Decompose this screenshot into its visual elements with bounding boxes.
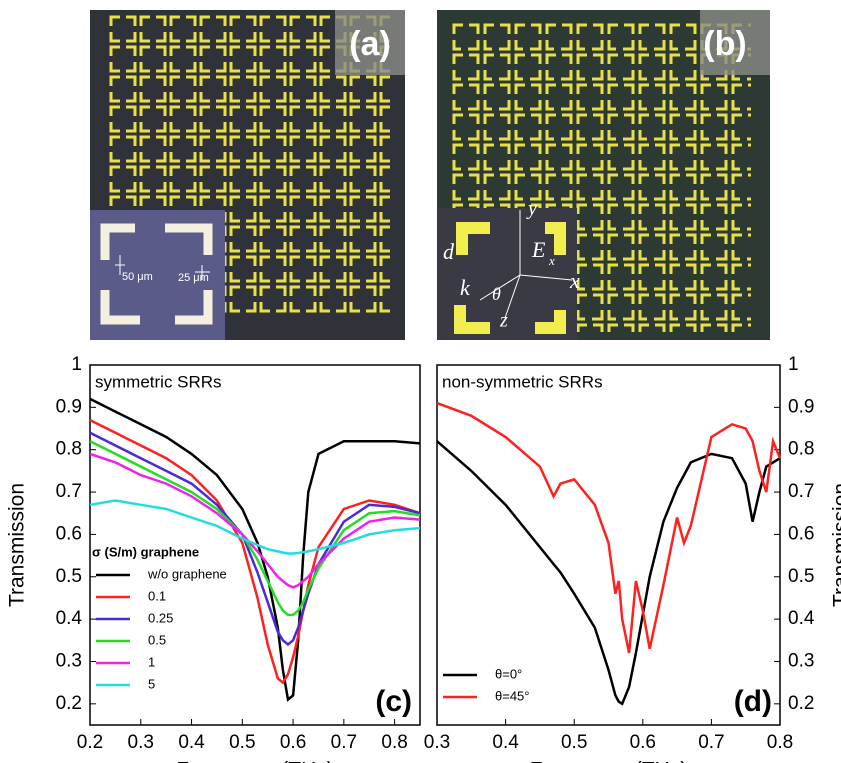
y-tick-label: 0.2: [56, 693, 82, 714]
legend-label: 0.5: [148, 632, 166, 647]
y-tick-label: 0.4: [788, 608, 815, 629]
panel-label: (b): [703, 25, 746, 63]
y-tick-label: 0.3: [56, 650, 82, 671]
y-tick-label: 0.8: [56, 439, 82, 460]
x-tick-label: 0.7: [331, 732, 357, 753]
x-tick-label: 0.7: [698, 732, 724, 753]
axis-symbol: y: [526, 198, 537, 220]
legend-label: θ=0°: [495, 666, 522, 681]
annotation: non-symmetric SRRs: [442, 372, 603, 391]
image-annotation: 25 μm: [178, 272, 209, 284]
y-tick-label: 0.5: [788, 566, 814, 587]
axis-symbol: x: [548, 253, 555, 268]
y-tick-label: 0.5: [56, 566, 82, 587]
legend-label: 5: [148, 676, 155, 691]
y-axis-label: Transmission: [830, 483, 841, 607]
y-tick-label: 0.2: [788, 693, 814, 714]
image-b: y E x x d k θ z (b): [437, 10, 770, 340]
x-tick-label: 0.4: [178, 732, 205, 753]
y-tick-label: 0.7: [56, 481, 82, 502]
panel-label: (d): [734, 685, 772, 718]
x-tick-label: 0.5: [561, 732, 587, 753]
axis-symbol: d: [443, 239, 455, 264]
x-tick-label: 0.6: [280, 732, 306, 753]
axis-symbol: x: [569, 268, 580, 293]
y-tick-label: 0.9: [788, 396, 814, 417]
y-tick-label: 0.7: [788, 481, 814, 502]
x-tick-label: 0.5: [229, 732, 255, 753]
legend-label: 1: [148, 654, 155, 669]
y-tick-label: 0.4: [56, 608, 83, 629]
y-tick-label: 0.6: [56, 523, 82, 544]
annotation: symmetric SRRs: [95, 372, 222, 391]
x-tick-label: 0.3: [128, 732, 154, 753]
y-tick-label: 0.9: [56, 396, 82, 417]
legend-label: θ=45°: [495, 688, 529, 703]
y-tick-label: 0.8: [788, 439, 814, 460]
x-tick-label: 0.3: [424, 732, 450, 753]
y-tick-label: 1: [71, 354, 82, 375]
x-tick-label: 0.8: [381, 732, 407, 753]
image-annotation: 50 μm: [122, 271, 153, 283]
x-tick-label: 0.2: [77, 732, 103, 753]
x-tick-label: 0.6: [630, 732, 656, 753]
image-a: 50 μm 25 μm (a): [90, 10, 405, 340]
axis-symbol: z: [499, 310, 508, 332]
axis-symbol: k: [460, 275, 471, 300]
axis-symbol: θ: [492, 284, 501, 304]
y-tick-label: 0.3: [788, 650, 814, 671]
y-tick-label: 0.6: [788, 523, 814, 544]
x-axis-label: Frequency (THz): [176, 759, 334, 763]
x-axis-label: Frequency (THz): [530, 759, 688, 763]
legend-title: σ (S/m) graphene: [92, 544, 199, 559]
legend-label: 0.1: [148, 588, 166, 603]
legend-label: w/o graphene: [147, 566, 227, 581]
axis-symbol: E: [531, 237, 546, 262]
legend-label: 0.25: [148, 610, 173, 625]
y-tick-label: 1: [788, 354, 799, 375]
panel-label: (a): [349, 25, 391, 63]
panel-label: (c): [375, 685, 412, 718]
figure: 50 μm 25 μm (a) y E x x d k θ z (b) 0.2 0…: [0, 0, 841, 763]
x-tick-label: 0.4: [492, 732, 519, 753]
y-axis-label: Transmission: [6, 483, 29, 607]
x-tick-label: 0.8: [767, 732, 793, 753]
